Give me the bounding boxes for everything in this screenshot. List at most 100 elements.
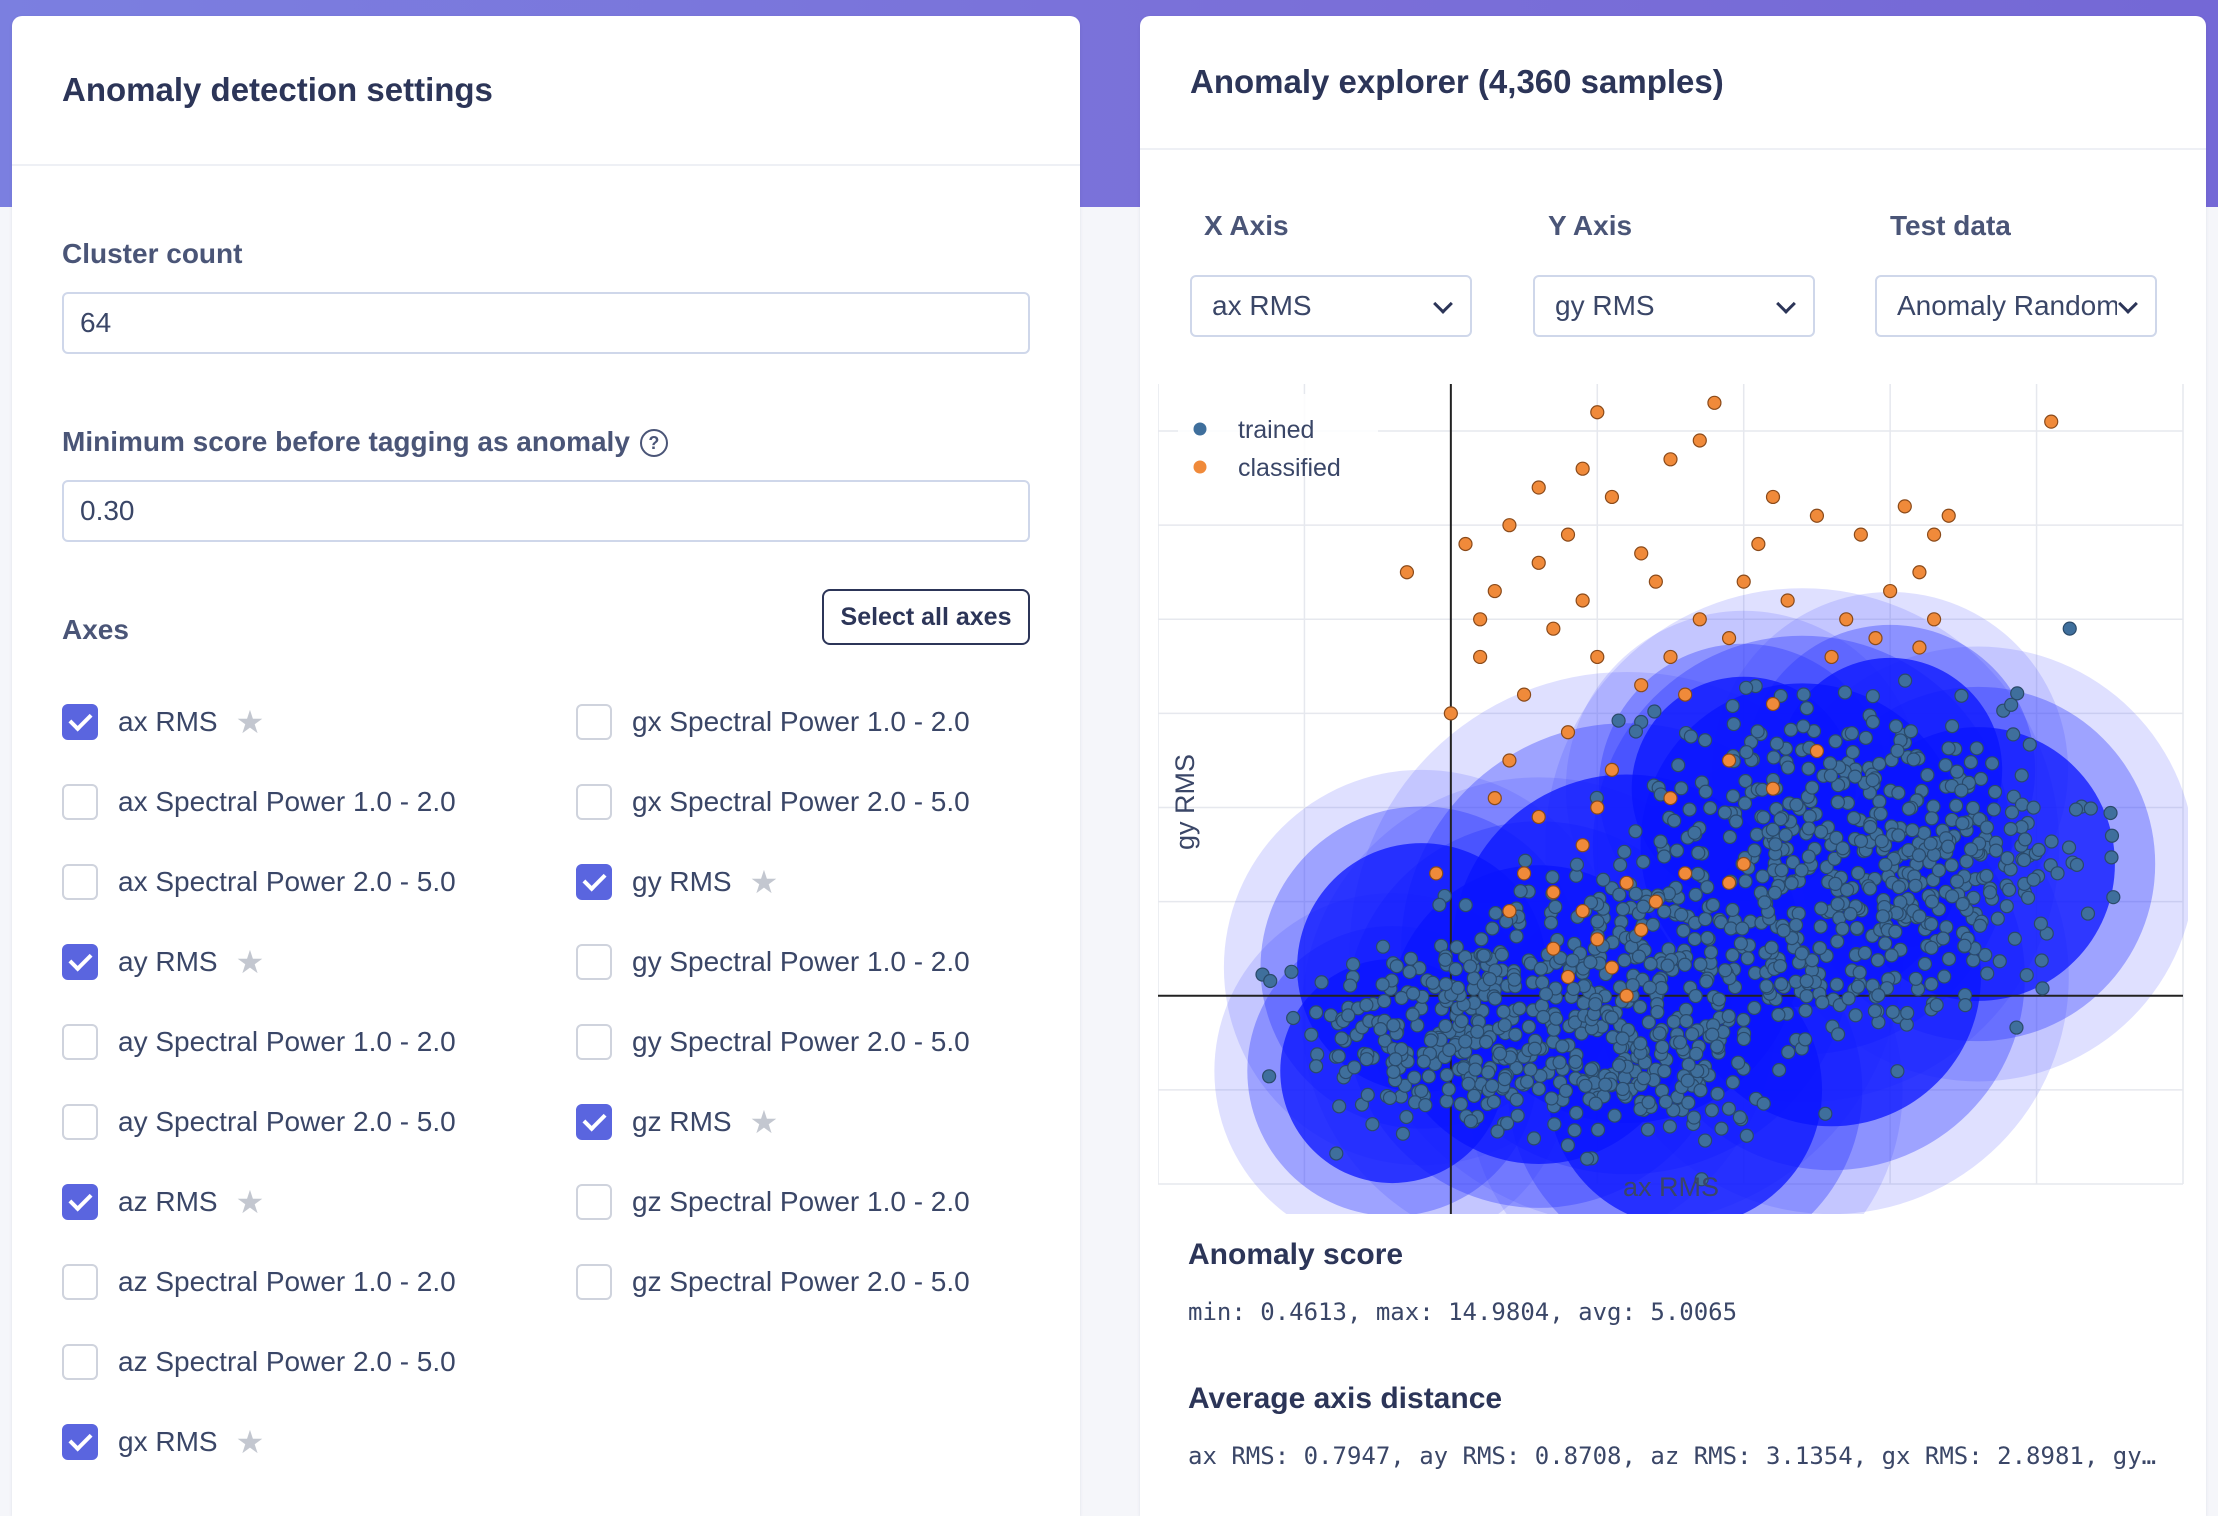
axis-option-label[interactable]: az Spectral Power 2.0 - 5.0 bbox=[118, 1346, 456, 1377]
axis-option-label[interactable]: gz Spectral Power 1.0 - 2.0 bbox=[632, 1186, 970, 1217]
y-axis-select[interactable]: gy RMS bbox=[1533, 275, 1815, 337]
trained-point bbox=[1926, 799, 1941, 814]
axis-option-label[interactable]: ay Spectral Power 1.0 - 2.0 bbox=[118, 1026, 456, 1057]
x-axis-select[interactable]: ax RMS bbox=[1190, 275, 1472, 337]
axis-option[interactable]: gx RMS ★ bbox=[62, 1420, 264, 1464]
axis-option[interactable]: ax Spectral Power 2.0 - 5.0 bbox=[62, 860, 456, 904]
axis-checkbox[interactable] bbox=[62, 944, 98, 980]
axis-checkbox[interactable] bbox=[576, 944, 612, 980]
axis-option-label[interactable]: gx RMS bbox=[118, 1426, 218, 1457]
axis-checkbox[interactable] bbox=[576, 1104, 612, 1140]
trained-point bbox=[1945, 719, 1960, 734]
axis-checkbox[interactable] bbox=[62, 1104, 98, 1140]
axis-option-label[interactable]: gy Spectral Power 1.0 - 2.0 bbox=[632, 946, 970, 977]
axis-checkbox[interactable] bbox=[62, 864, 98, 900]
axis-checkbox[interactable] bbox=[62, 1264, 98, 1300]
axis-option-label[interactable]: gx Spectral Power 2.0 - 5.0 bbox=[632, 786, 970, 817]
trained-point bbox=[2103, 805, 2118, 821]
axis-checkbox[interactable] bbox=[576, 864, 612, 900]
axis-option[interactable]: ay Spectral Power 2.0 - 5.0 bbox=[62, 1100, 456, 1144]
axis-option-label[interactable]: gy Spectral Power 2.0 - 5.0 bbox=[632, 1026, 970, 1057]
axis-option[interactable]: ax RMS ★ bbox=[62, 700, 264, 744]
question-mark-icon[interactable]: ? bbox=[639, 429, 668, 457]
trained-point bbox=[1640, 1122, 1656, 1137]
trained-point bbox=[1578, 1078, 1593, 1093]
trained-point bbox=[1936, 931, 1951, 946]
axis-option-label[interactable]: gz Spectral Power 2.0 - 5.0 bbox=[632, 1266, 970, 1297]
trained-point bbox=[1908, 971, 1923, 986]
trained-point bbox=[1569, 857, 1585, 872]
trained-point bbox=[1878, 936, 1893, 951]
star-icon[interactable]: ★ bbox=[235, 1424, 265, 1460]
trained-point bbox=[1681, 1095, 1696, 1110]
legend-label[interactable]: trained bbox=[1238, 416, 1314, 444]
test-data-select[interactable]: Anomaly Random bbox=[1875, 275, 2157, 337]
min-score-input[interactable] bbox=[62, 480, 1030, 542]
classified-point bbox=[1604, 489, 1620, 505]
axis-option[interactable]: gx Spectral Power 2.0 - 5.0 bbox=[576, 780, 970, 824]
anomaly-scatter-chart[interactable]: trained classified ax RMS gy RMS bbox=[1158, 384, 2188, 1214]
axis-checkbox[interactable] bbox=[62, 704, 98, 740]
star-icon[interactable]: ★ bbox=[749, 1104, 779, 1140]
axis-option[interactable]: az Spectral Power 1.0 - 2.0 bbox=[62, 1260, 456, 1304]
axis-option[interactable]: gy Spectral Power 1.0 - 2.0 bbox=[576, 940, 970, 984]
axis-option-label[interactable]: gz RMS bbox=[632, 1106, 732, 1137]
trained-point bbox=[1466, 1088, 1482, 1103]
axis-checkbox[interactable] bbox=[576, 1184, 612, 1220]
trained-point bbox=[1555, 1039, 1570, 1054]
axis-option-label[interactable]: ax RMS bbox=[118, 706, 218, 737]
axis-option[interactable]: gy RMS ★ bbox=[576, 860, 778, 904]
axis-checkbox[interactable] bbox=[62, 1424, 98, 1460]
trained-point bbox=[1801, 761, 1816, 776]
axis-option[interactable]: ay RMS ★ bbox=[62, 940, 264, 984]
axis-option[interactable]: az RMS ★ bbox=[62, 1180, 264, 1224]
axis-checkbox[interactable] bbox=[576, 784, 612, 820]
star-icon[interactable]: ★ bbox=[749, 864, 779, 900]
axis-option[interactable]: gz Spectral Power 1.0 - 2.0 bbox=[576, 1180, 970, 1224]
axis-checkbox[interactable] bbox=[576, 1264, 612, 1300]
legend-label[interactable]: classified bbox=[1238, 454, 1341, 482]
axis-option[interactable]: gx Spectral Power 1.0 - 2.0 bbox=[576, 700, 970, 744]
axis-option-label[interactable]: ax Spectral Power 1.0 - 2.0 bbox=[118, 786, 456, 817]
trained-point bbox=[1853, 833, 1869, 849]
axis-option-label[interactable]: gy RMS bbox=[632, 866, 732, 897]
axis-option-label[interactable]: ay Spectral Power 2.0 - 5.0 bbox=[118, 1106, 456, 1137]
select-all-axes-button[interactable]: Select all axes bbox=[822, 589, 1030, 645]
axis-checkbox[interactable] bbox=[62, 1344, 98, 1380]
axis-option[interactable]: gy Spectral Power 2.0 - 5.0 bbox=[576, 1020, 970, 1064]
axis-option-label[interactable]: gx Spectral Power 1.0 - 2.0 bbox=[632, 706, 970, 737]
axis-option-label[interactable]: ax Spectral Power 2.0 - 5.0 bbox=[118, 866, 456, 897]
axis-checkbox[interactable] bbox=[62, 1184, 98, 1220]
axis-option[interactable]: gz Spectral Power 2.0 - 5.0 bbox=[576, 1260, 970, 1304]
axis-checkbox[interactable] bbox=[62, 784, 98, 820]
axis-checkbox[interactable] bbox=[62, 1024, 98, 1060]
axis-option[interactable]: gz RMS ★ bbox=[576, 1100, 778, 1144]
axis-option[interactable]: ay Spectral Power 1.0 - 2.0 bbox=[62, 1020, 456, 1064]
trained-point bbox=[1286, 1010, 1301, 1026]
axis-option-label[interactable]: az RMS bbox=[118, 1186, 218, 1217]
trained-points bbox=[1255, 621, 2121, 1187]
chart-legend[interactable]: trained classified bbox=[1178, 394, 1378, 482]
classified-point bbox=[1721, 753, 1737, 768]
star-icon[interactable]: ★ bbox=[235, 1184, 265, 1220]
trained-point bbox=[1823, 768, 1838, 783]
trained-point bbox=[1474, 932, 1489, 947]
axis-option-label[interactable]: az Spectral Power 1.0 - 2.0 bbox=[118, 1266, 456, 1297]
axis-option[interactable]: ax Spectral Power 1.0 - 2.0 bbox=[62, 780, 456, 824]
trained-point bbox=[1764, 940, 1779, 955]
axis-checkbox[interactable] bbox=[576, 704, 612, 740]
trained-point bbox=[1496, 1004, 1511, 1019]
star-icon[interactable]: ★ bbox=[235, 704, 265, 740]
axis-option[interactable]: az Spectral Power 2.0 - 5.0 bbox=[62, 1340, 456, 1384]
trained-point bbox=[1710, 1086, 1725, 1101]
axes-label: Axes bbox=[62, 614, 129, 645]
trained-point bbox=[1857, 945, 1873, 961]
trained-point bbox=[1830, 896, 1845, 912]
trained-point bbox=[1924, 811, 1939, 826]
cluster-count-input[interactable] bbox=[62, 292, 1030, 354]
star-icon[interactable]: ★ bbox=[235, 944, 265, 980]
trained-point bbox=[1885, 1004, 1900, 1020]
axis-option-label[interactable]: ay RMS bbox=[118, 946, 218, 977]
axis-checkbox[interactable] bbox=[576, 1024, 612, 1060]
trained-point bbox=[2022, 737, 2037, 752]
